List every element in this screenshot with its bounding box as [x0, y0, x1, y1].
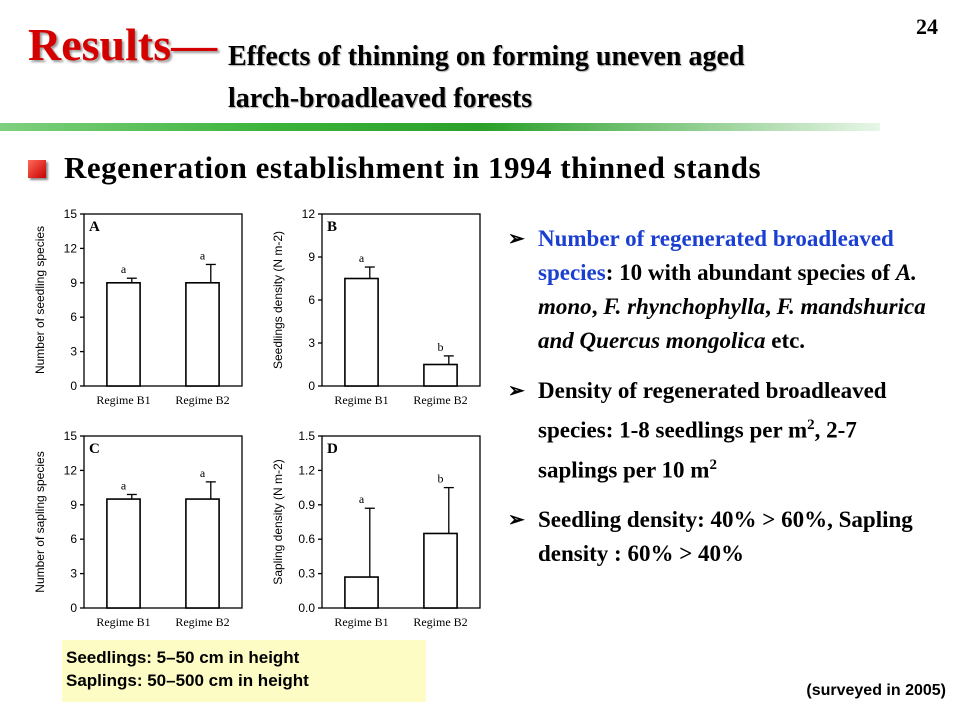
- bar: [185, 282, 220, 387]
- significance-label: b: [438, 340, 444, 354]
- category-label: Regime B2: [413, 615, 467, 629]
- y-axis-title: Seedlings density (N m-2): [271, 231, 285, 369]
- title-subtitle: Effects of thinning on forming uneven ag…: [228, 36, 868, 120]
- y-tick-label: 12: [64, 241, 78, 255]
- chart-panel-d: 0.0 0.3 0.6 0.9 1.2 1.5 D Sapling density (N m-…: [268, 422, 490, 634]
- bullet2-text2: , 2-7 saplings per 10 m: [538, 417, 857, 483]
- y-tick-label: 12: [64, 463, 78, 477]
- significance-label: a: [121, 478, 127, 492]
- title-divider: [0, 123, 880, 131]
- category-label: Regime B1: [96, 615, 150, 629]
- y-tick-label: 0: [70, 601, 77, 615]
- bullet1-sep2: ,: [765, 294, 777, 319]
- species-f-mandshurica-quercus: F. mandshurica and Quercus mongolica: [538, 294, 926, 353]
- species-a-mono: A. mono: [538, 260, 917, 319]
- chart-svg: 0 3 6 9 12 B Seedlings density (N m-2) a Regime …: [271, 207, 481, 407]
- note-saplings: Saplings: 50–500 cm in height: [66, 671, 309, 690]
- bullet-species-number: ➢ Number of regenerated broadleaved spec…: [508, 222, 938, 358]
- species-f-rhynchophylla: F. rhynchophylla: [603, 294, 766, 319]
- y-tick-label: 0: [308, 379, 315, 393]
- bullet3-text: Seedling density: 40% > 60%, Sapling den…: [538, 507, 913, 567]
- y-tick-label: 6: [308, 293, 315, 307]
- chart-svg: 0 3 6 9 12 15 C Number of sapling species a Regim…: [33, 429, 243, 629]
- arrow-bullet-icon: ➢: [508, 380, 525, 402]
- significance-label: a: [359, 251, 365, 265]
- panel-label: D: [327, 441, 338, 457]
- y-tick-label: 0: [70, 379, 77, 393]
- y-tick-label: 0.6: [298, 532, 315, 546]
- arrow-bullet-icon: ➢: [508, 228, 525, 250]
- height-notes-box: Seedlings: 5–50 cm in height Saplings: 5…: [62, 640, 426, 702]
- square-bullet-icon: [28, 160, 46, 178]
- bar: [106, 282, 141, 387]
- y-tick-label: 12: [302, 207, 316, 221]
- bullet2-sup1: 2: [807, 417, 815, 433]
- survey-note: (surveyed in 2005): [806, 682, 946, 699]
- significance-label: a: [200, 466, 206, 480]
- y-tick-label: 3: [308, 336, 315, 350]
- bullet1-end: etc.: [765, 328, 806, 353]
- title-sub-line2: larch-broadleaved forests: [228, 83, 533, 114]
- chart-panel-a: 0 3 6 9 12 15 A Number of seedling species a Regi…: [30, 200, 252, 412]
- y-tick-label: 3: [70, 345, 77, 359]
- bullet-density: ➢ Density of regenerated broadleaved spe…: [508, 374, 938, 487]
- bar: [344, 576, 379, 609]
- category-label: Regime B2: [175, 615, 229, 629]
- bar: [423, 532, 458, 609]
- category-label: Regime B1: [96, 393, 150, 407]
- significance-label: a: [121, 262, 127, 276]
- y-tick-label: 6: [70, 532, 77, 546]
- bullet1-sep1: ,: [591, 294, 604, 319]
- y-tick-label: 9: [70, 498, 77, 512]
- y-axis-title: Number of sapling species: [33, 451, 47, 592]
- y-tick-label: 15: [64, 429, 78, 443]
- category-label: Regime B2: [413, 393, 467, 407]
- category-label: Regime B2: [175, 393, 229, 407]
- bullet1-text: : 10 with abundant species of: [605, 260, 896, 285]
- bullet2-sup2: 2: [709, 456, 717, 473]
- chart-svg: 0.0 0.3 0.6 0.9 1.2 1.5 D Sapling density (N m-…: [271, 429, 481, 629]
- plot-frame: [321, 435, 481, 609]
- y-tick-label: 15: [64, 207, 78, 221]
- bullet1-highlight: Number of regenerated broadleaved specie…: [538, 226, 894, 285]
- bar: [185, 498, 220, 609]
- page-number: 24: [916, 14, 938, 39]
- y-axis-title: Sapling density (N m-2): [271, 459, 285, 584]
- chart-panel-b: 0 3 6 9 12 B Seedlings density (N m-2) a Regime …: [268, 200, 490, 412]
- y-tick-label: 3: [70, 567, 77, 581]
- title-main: Results—: [28, 19, 218, 70]
- y-axis-title: Number of seedling species: [33, 226, 47, 374]
- section-heading: Regeneration establishment in 1994 thinn…: [64, 150, 762, 185]
- chart-svg: 0 3 6 9 12 15 A Number of seedling species a Regi…: [33, 207, 243, 407]
- significance-label: a: [200, 248, 206, 262]
- y-tick-label: 9: [308, 250, 315, 264]
- bullet2-text1: Density of regenerated broadleaved speci…: [538, 378, 887, 443]
- y-tick-label: 6: [70, 310, 77, 324]
- bar: [344, 277, 379, 387]
- bar: [106, 498, 141, 609]
- y-tick-label: 1.5: [298, 429, 315, 443]
- bullet-comparison: ➢ Seedling density: 40% > 60%, Sapling d…: [508, 503, 938, 571]
- title-sub-line1: Effects of thinning on forming uneven ag…: [228, 41, 745, 72]
- significance-label: b: [438, 472, 444, 486]
- bar: [423, 363, 458, 387]
- note-seedlings: Seedlings: 5–50 cm in height: [66, 648, 300, 667]
- category-label: Regime B1: [334, 393, 388, 407]
- y-tick-label: 9: [70, 276, 77, 290]
- category-label: Regime B1: [334, 615, 388, 629]
- panel-label: C: [89, 441, 100, 457]
- plot-frame: [83, 213, 243, 387]
- panel-label: A: [89, 219, 100, 235]
- bullet-list: ➢ Number of regenerated broadleaved spec…: [508, 222, 938, 587]
- y-tick-label: 0.3: [298, 567, 315, 581]
- significance-label: a: [359, 492, 365, 506]
- y-tick-label: 0.0: [298, 601, 315, 615]
- arrow-bullet-icon: ➢: [508, 509, 525, 532]
- y-tick-label: 0.9: [298, 498, 315, 512]
- panel-label: B: [327, 219, 337, 235]
- plot-frame: [83, 435, 243, 609]
- y-tick-label: 1.2: [298, 463, 315, 477]
- chart-panel-c: 0 3 6 9 12 15 C Number of sapling species a Regim…: [30, 422, 252, 634]
- slide-title: Results— Effects of thinning on forming …: [28, 19, 908, 115]
